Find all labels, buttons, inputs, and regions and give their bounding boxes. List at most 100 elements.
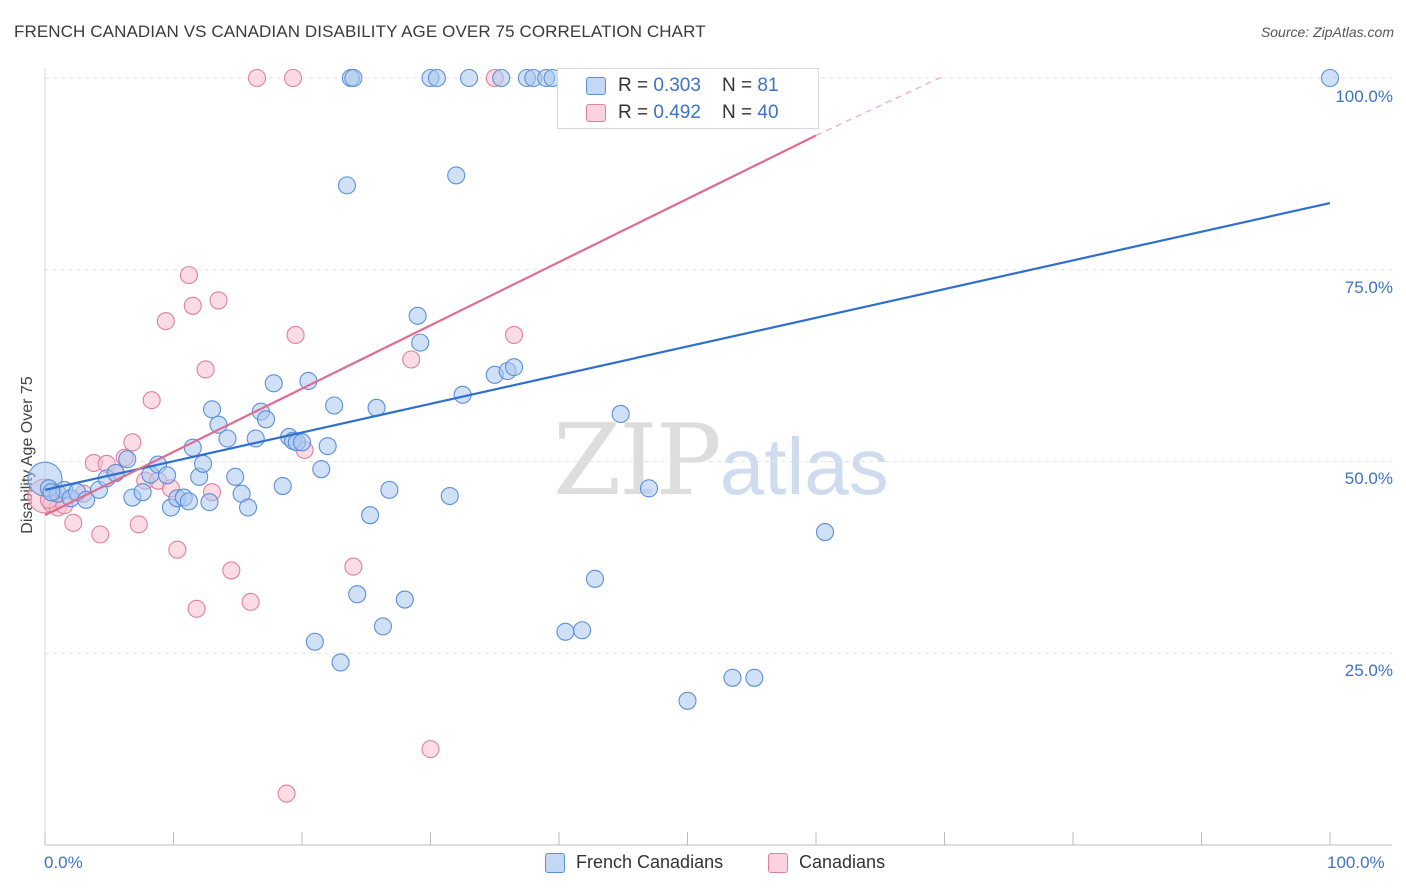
french-canadians-point [585,569,605,588]
french-canadians-point [179,492,198,511]
canadians-point [241,592,260,611]
canadians-point [222,561,241,580]
french-canadians-point [427,68,446,88]
legend-swatch-blue [586,77,606,95]
trend-lines [44,75,1331,517]
canadians-point [344,557,363,576]
french-canadians-point [203,400,222,419]
legend-r-label: R = [618,102,654,123]
trend-line-french-canadians [44,201,1331,491]
canadians-point [286,325,305,344]
french-canadians-point [815,523,835,542]
french-canadians-point [305,632,324,651]
x-tick-label-max: 100.0% [1327,853,1385,872]
legend-r-value: 0.492 [653,102,701,123]
french-canadians-point [256,410,276,429]
french-canadians-point [200,493,219,512]
canadians-point [183,296,202,315]
french-canadians-point [492,68,511,88]
french-canadians-point [745,668,764,687]
french-canadians-point [299,371,318,391]
canadians-point [277,784,296,803]
french-canadians-point [238,498,258,517]
french-canadians-point [556,622,575,641]
french-canadians-point [194,454,213,473]
french-canadians-point [408,306,427,325]
legend-r-value: 0.303 [653,75,701,96]
legend-swatch-pink [768,852,788,873]
canadians-point [209,291,228,310]
legend-n-label: N = [722,102,758,123]
canadians-point [196,360,215,379]
french-canadians-point [344,68,363,88]
french-canadians-points [27,68,1340,710]
legend-r-label: R = [618,75,654,96]
canadians-point [123,433,142,452]
french-canadians-point [312,460,331,479]
y-tick-label-25: 25.0% [1344,661,1393,680]
french-canadians-point [678,691,697,710]
french-canadians-point [447,166,466,185]
series-legend: French Canadians Canadians [0,852,1406,876]
french-canadians-point [226,467,245,486]
canadians-point [247,68,267,88]
french-canadians-point [133,483,152,502]
y-tick-label-50: 50.0% [1344,469,1393,488]
canadians-point [179,266,198,285]
trend-line-canadians [44,134,817,517]
french-canadians-point [459,68,479,88]
french-canadians-point [273,476,292,496]
y-tick-label-100: 100.0% [1335,87,1393,106]
french-canadians-point [723,668,742,687]
stats-legend: R = 0.303 N = 81 R = 0.492 N = 40 [557,68,819,129]
legend-n-label: N = [722,75,758,96]
french-canadians-point [337,176,357,195]
canadians-point [402,350,421,369]
legend-label-canadians: Canadians [799,852,886,872]
legend-swatch-blue [545,852,565,873]
french-canadians-point [361,506,380,525]
french-canadians-point [373,617,393,636]
legend-swatch-pink [586,104,606,122]
french-canadians-point [395,590,414,609]
canadians-point [142,391,161,410]
legend-item-french-canadians[interactable]: French Canadians [545,852,723,873]
french-canadians-point [318,437,337,456]
source-label: Source: ZipAtlas.com [1260,24,1394,40]
canadians-point [91,525,110,544]
canadians-point [421,740,440,759]
french-canadians-point [218,429,237,448]
french-canadians-point [611,404,630,423]
legend-n-value: 40 [757,102,779,123]
french-canadians-point [292,433,312,452]
french-canadians-point [158,466,177,485]
canadians-point [64,513,83,532]
canadians-point [129,515,148,534]
canadians-point [187,599,206,618]
canadians-point [283,68,303,88]
french-canadians-point [504,358,524,377]
legend-n-value: 81 [757,75,779,96]
french-canadians-point [573,621,592,640]
french-canadians-point [348,585,367,604]
canadians-point [168,540,187,559]
french-canadians-point [639,479,659,498]
french-canadians-point [411,333,430,352]
french-canadians-point [118,450,137,469]
trend-line-canadians-extension [815,75,945,137]
y-tick-label-75: 75.0% [1344,278,1393,297]
gridlines [45,77,1392,654]
x-tick-label-min: 0.0% [44,853,83,872]
axes [44,68,1392,846]
chart-title: FRENCH CANADIAN VS CANADIAN DISABILITY A… [14,22,706,41]
legend-item-canadians[interactable]: Canadians [768,852,885,873]
legend-label-french-canadians: French Canadians [576,852,724,872]
french-canadians-point [264,374,283,393]
french-canadians-point [440,486,459,506]
french-canadians-point [1320,68,1340,88]
canadians-points [27,68,774,803]
french-canadians-point [380,480,399,499]
canadians-point [156,312,175,331]
french-canadians-point [331,653,350,672]
